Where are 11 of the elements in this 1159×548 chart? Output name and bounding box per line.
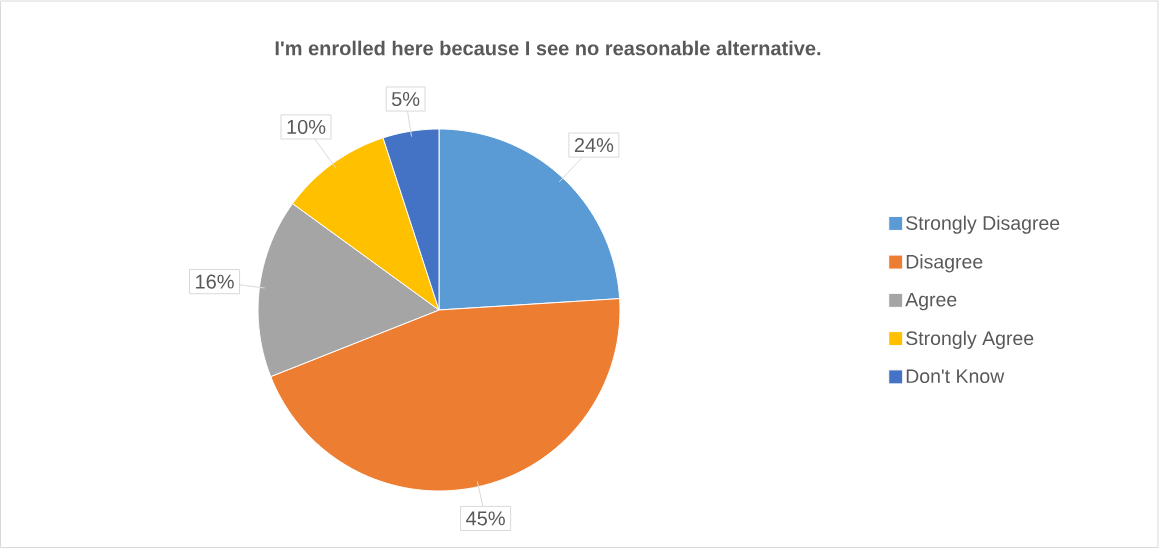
data-label: 10% — [287, 119, 326, 135]
data-label: 45% — [466, 511, 505, 526]
legend-label: Don't Know — [906, 369, 1005, 384]
data-label: 24% — [574, 138, 614, 153]
data-label: 5% — [391, 92, 420, 107]
data-label: 16% — [196, 274, 234, 289]
legend-label: Agree — [905, 292, 957, 311]
legend-label: Disagree — [906, 254, 983, 273]
legend-label: Strongly Disagree — [906, 215, 1060, 234]
legend-label: Strongly Agree — [906, 330, 1034, 349]
chart-title: I'm enrolled here because I see no reasonable alternative. — [275, 40, 821, 56]
